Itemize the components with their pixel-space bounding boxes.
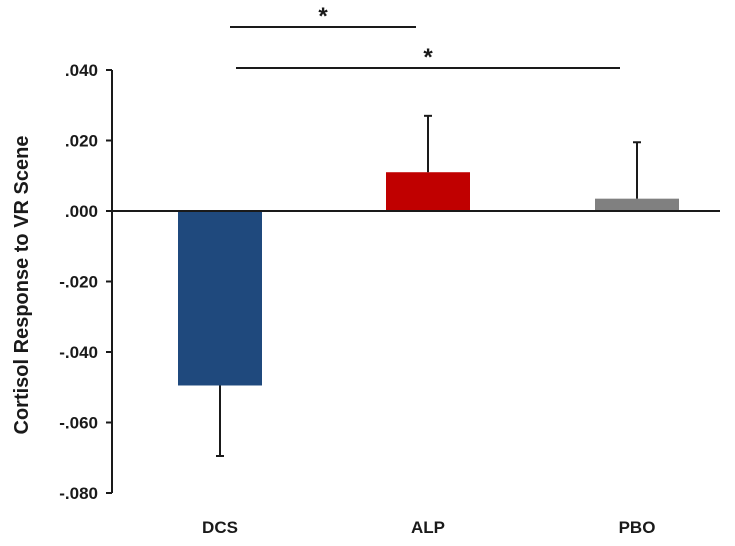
y-tick-label: -.080	[59, 484, 98, 503]
x-axis-labels: DCS ALP PBO	[202, 518, 655, 537]
y-tick-label: -.040	[59, 343, 98, 362]
significance-star: *	[423, 44, 433, 71]
x-tick-label: PBO	[619, 518, 656, 537]
significance-star: *	[318, 3, 328, 30]
y-tick-label: .040	[65, 61, 98, 80]
y-tick-label: -.020	[59, 273, 98, 292]
x-tick-label: ALP	[411, 518, 445, 537]
significance-annotations: **	[230, 3, 620, 71]
y-axis: .040 .020 .000 -.020 -.040 -.060 -.080	[59, 61, 113, 503]
bar-pbo	[595, 198, 679, 211]
bars	[178, 172, 679, 386]
y-tick-label: .020	[65, 132, 98, 151]
y-axis-title: Cortisol Response to VR Scene	[11, 136, 33, 435]
error-bars	[216, 114, 641, 457]
bar-dcs	[178, 211, 262, 386]
y-tick-label: .000	[65, 202, 98, 221]
bar-alp	[386, 172, 470, 211]
y-tick-label: -.060	[59, 414, 98, 433]
x-tick-label: DCS	[202, 518, 238, 537]
